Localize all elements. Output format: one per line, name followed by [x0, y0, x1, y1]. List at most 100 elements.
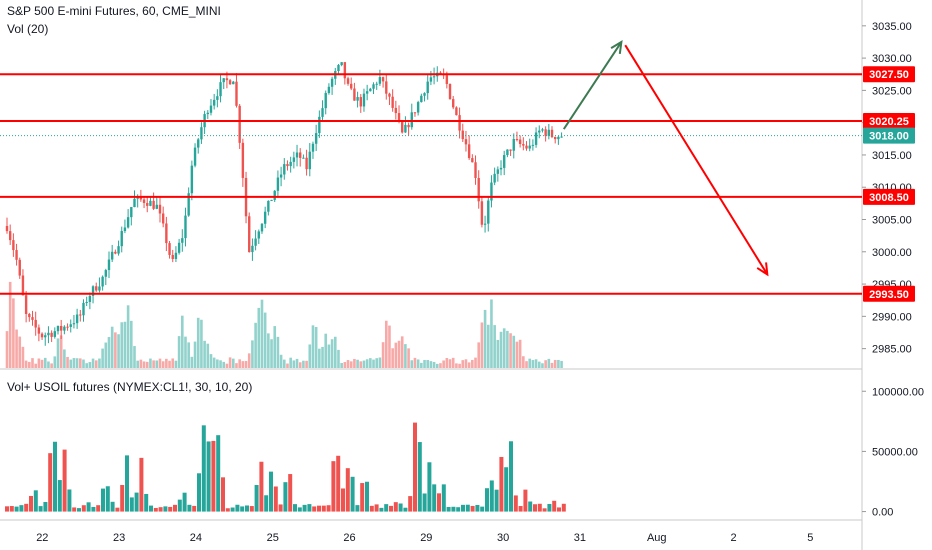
oil-volume-bar	[230, 507, 235, 512]
oil-volume-bar	[129, 497, 134, 512]
candle-body	[88, 295, 92, 302]
volume-bar	[394, 342, 398, 368]
candle-body	[413, 112, 417, 114]
candle-body	[321, 108, 324, 117]
volume-bar	[34, 363, 37, 368]
oil-volume-bar	[422, 493, 427, 512]
oil-volume-bar	[144, 493, 149, 512]
volume-bar	[123, 321, 127, 368]
last-price-tag	[863, 127, 915, 144]
volume-bar	[474, 357, 477, 368]
volume-bar	[28, 361, 31, 368]
oil-volume-bar	[509, 441, 513, 512]
candle-body	[123, 227, 127, 232]
oil-volume-bar	[24, 503, 29, 512]
candle-body	[114, 251, 117, 254]
level-price-tag	[863, 113, 915, 130]
candle-body	[302, 157, 305, 159]
y-tick-label: 3030.00	[872, 53, 912, 65]
oil-volume-bar	[53, 441, 57, 512]
candle-body	[161, 213, 165, 224]
oil-volume-bar	[120, 485, 125, 512]
volume-bar	[330, 339, 334, 368]
volume-bar	[327, 344, 331, 368]
volume-bar	[241, 361, 245, 368]
candle-body	[337, 65, 340, 71]
candle-body	[72, 323, 76, 325]
oil-volume-bar	[307, 504, 312, 512]
volume-bar	[509, 333, 512, 368]
candle-body	[177, 242, 181, 253]
candle-body	[69, 324, 72, 327]
x-tick-label: 26	[343, 532, 355, 544]
volume-bar	[152, 360, 155, 368]
volume-bar	[244, 360, 248, 368]
volume-bar	[365, 359, 369, 368]
candle-body	[314, 133, 318, 144]
volume-bar	[407, 348, 410, 368]
candle-body	[471, 158, 474, 163]
candle-body	[365, 91, 369, 94]
candle-body	[394, 107, 398, 114]
candle-body	[448, 83, 452, 100]
candle-body	[292, 157, 296, 162]
candle-body	[149, 200, 152, 206]
volume-bar	[107, 337, 111, 368]
candle-body	[499, 167, 503, 170]
candle-body	[522, 144, 525, 146]
volume-bar	[212, 357, 216, 368]
candle-body	[235, 81, 238, 106]
candle-body	[487, 200, 490, 224]
volume-bar	[260, 299, 264, 368]
candle-body	[330, 78, 334, 87]
oil-volume-bar	[206, 441, 211, 512]
volume-bar	[85, 363, 88, 368]
level-price-tag-text: 3027.50	[869, 69, 909, 81]
oil-volume-bar	[62, 449, 67, 512]
green-projection-arrow[interactable]	[562, 41, 623, 130]
oil-volume-bar	[33, 490, 38, 512]
oil-volume-bar	[552, 500, 557, 512]
candle-body	[193, 147, 197, 166]
candle-body	[538, 130, 541, 133]
oil-volume-bar	[278, 504, 283, 512]
volume-bar	[235, 363, 238, 368]
oil-volume-bar	[365, 481, 369, 512]
candle-body	[171, 254, 174, 259]
oil-volume-bar	[374, 504, 379, 512]
y-tick-label: 3005.00	[872, 215, 912, 227]
oil-volume-bar	[77, 508, 81, 512]
candle-body	[8, 231, 12, 241]
candle-body	[273, 190, 276, 200]
candle-body	[260, 223, 264, 232]
volume-bar	[279, 354, 283, 368]
oil-volume-bar	[456, 507, 461, 512]
candle-body	[91, 286, 95, 296]
x-tick-label: 30	[497, 532, 509, 544]
volume-bar	[126, 305, 130, 368]
oil-volume-bar	[221, 477, 225, 512]
volume-bar	[117, 334, 120, 368]
oil-volume-bar	[192, 505, 197, 512]
volume-bar	[499, 331, 503, 368]
oil-volume-bar	[403, 507, 408, 512]
candle-body	[34, 319, 37, 328]
oil-volume-bar	[115, 507, 120, 512]
candle-body	[117, 246, 120, 254]
volume-bar	[340, 362, 343, 368]
volume-bar	[142, 361, 146, 368]
volume-bar	[544, 360, 547, 368]
oil-volume-bar	[341, 488, 345, 512]
oil-volume-bar	[288, 474, 293, 512]
oil-volume-bar	[297, 507, 302, 512]
red-projection-arrow[interactable]	[624, 44, 769, 275]
candle-body	[429, 77, 433, 82]
candle-body	[362, 93, 366, 107]
candle-body	[63, 326, 66, 331]
volume-bar	[426, 359, 430, 368]
candle-body	[267, 200, 270, 212]
candle-body	[200, 127, 203, 140]
volume-bar	[282, 359, 286, 368]
volume-bar	[238, 359, 241, 368]
